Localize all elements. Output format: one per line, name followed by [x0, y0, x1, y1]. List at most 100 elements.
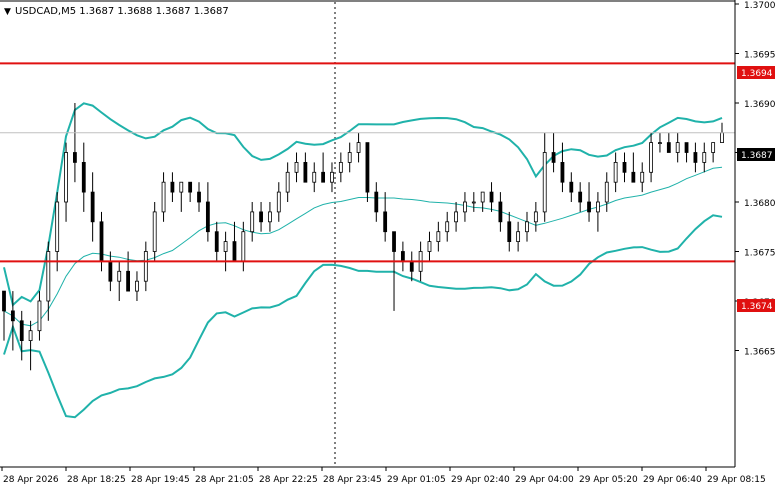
time-tick-label: 29 Apr 05:20	[579, 475, 638, 485]
price-tick-label: 1.3680	[744, 199, 776, 209]
price-tick-label: 1.3675	[744, 249, 776, 259]
current-price-label: 1.3687	[737, 148, 775, 161]
candle-body	[675, 142, 680, 153]
candle-body	[232, 241, 237, 262]
candle-body	[480, 191, 485, 203]
time-axis[interactable]: 28 Apr 2026 28 Apr 18:25 28 Apr 19:45 28 Ap…	[1, 467, 766, 485]
candle-body	[374, 191, 379, 213]
time-tick-label: 29 Apr 02:40	[451, 475, 510, 485]
candle-body	[152, 211, 157, 252]
price-tick-label: 1.3700	[744, 1, 776, 11]
candle-body	[276, 191, 281, 213]
candle-body	[693, 152, 698, 163]
candle-body	[525, 221, 529, 233]
candle-body	[99, 221, 104, 262]
price-tick-label: 1.3665	[744, 348, 776, 358]
candles	[2, 103, 724, 371]
candle-body	[285, 171, 290, 193]
candle-body	[560, 161, 565, 183]
price-tick-label: 1.3695	[744, 51, 776, 61]
candle-body	[259, 211, 263, 223]
time-tick-label: 29 Apr 04:00	[515, 475, 574, 485]
candle-body	[188, 181, 193, 193]
candle-body	[46, 251, 51, 302]
candle-body	[135, 280, 139, 292]
candle-body	[250, 211, 255, 233]
candle-body	[19, 320, 24, 341]
time-tick-label: 28 Apr 21:05	[195, 475, 254, 485]
time-tick-label: 28 Apr 2026	[3, 475, 59, 485]
candle-body	[498, 201, 503, 223]
candle-body	[108, 260, 113, 282]
candle-body	[649, 142, 653, 173]
middle-band	[3, 166, 723, 327]
candle-body	[312, 171, 317, 183]
time-tick-label: 29 Apr 08:15	[707, 475, 766, 485]
candle-body	[542, 152, 547, 213]
candle-body	[578, 191, 583, 203]
time-tick-label: 28 Apr 22:25	[259, 475, 318, 485]
candle-body	[702, 152, 707, 163]
candle-body	[622, 161, 627, 173]
candle-body	[640, 171, 645, 183]
price-levels	[0, 62, 735, 263]
candle-body	[666, 142, 671, 153]
candle-body	[383, 211, 388, 233]
candle-body	[392, 231, 396, 252]
candle-body	[507, 221, 512, 243]
svg-text:1.3687: 1.3687	[741, 151, 773, 161]
candle-body	[223, 241, 228, 252]
resistance-label: 1.3694	[737, 66, 775, 79]
candle-body	[711, 142, 716, 153]
candle-body	[587, 201, 591, 213]
candle-body	[604, 181, 609, 203]
candle-body	[658, 142, 662, 145]
chart-title: USDCAD,M5 1.3687 1.3688 1.3687 1.3687	[15, 6, 229, 17]
candle-body	[268, 211, 272, 223]
candle-body	[143, 251, 148, 282]
candle-body	[365, 142, 370, 193]
candle-body	[117, 270, 122, 282]
support-label: 1.3674	[737, 299, 775, 312]
candle-body	[303, 161, 308, 183]
candle-body	[2, 290, 6, 312]
svg-text:1.3694: 1.3694	[741, 69, 773, 79]
svg-text:1.3674: 1.3674	[741, 302, 773, 312]
candle-body	[10, 310, 15, 322]
candle-body	[720, 132, 724, 143]
candle-body	[516, 231, 521, 242]
time-tick-label: 29 Apr 01:05	[387, 475, 446, 485]
candle-body	[64, 152, 68, 203]
time-tick-label: 28 Apr 19:45	[131, 475, 190, 485]
candle-body	[321, 171, 326, 183]
candle-body	[81, 161, 86, 193]
price-tick-label: 1.3690	[744, 100, 776, 110]
candle-body	[445, 221, 450, 233]
candle-body	[684, 142, 689, 153]
candle-body	[338, 161, 343, 173]
candle-body	[161, 181, 166, 213]
candle-body	[179, 181, 184, 193]
candle-body	[126, 270, 130, 292]
candle-body	[569, 181, 574, 193]
bollinger-bands	[3, 102, 723, 419]
candle-body	[330, 171, 334, 183]
candle-body	[454, 211, 458, 223]
time-tick-label: 29 Apr 06:40	[643, 475, 702, 485]
candle-body	[55, 201, 60, 252]
candle-body	[551, 152, 556, 163]
candle-body	[613, 161, 618, 183]
candle-body	[489, 191, 494, 203]
menu-arrow-icon[interactable]: ▼	[4, 7, 11, 17]
upper-band	[3, 102, 723, 307]
lower-band	[3, 214, 723, 419]
candle-body	[463, 201, 467, 213]
candle-body	[533, 211, 538, 223]
candle-body	[90, 191, 95, 223]
candle-body	[347, 152, 352, 163]
candle-body	[294, 161, 299, 173]
candle-body	[409, 260, 414, 272]
time-tick-label: 28 Apr 18:25	[67, 475, 126, 485]
candle-body	[631, 171, 636, 183]
